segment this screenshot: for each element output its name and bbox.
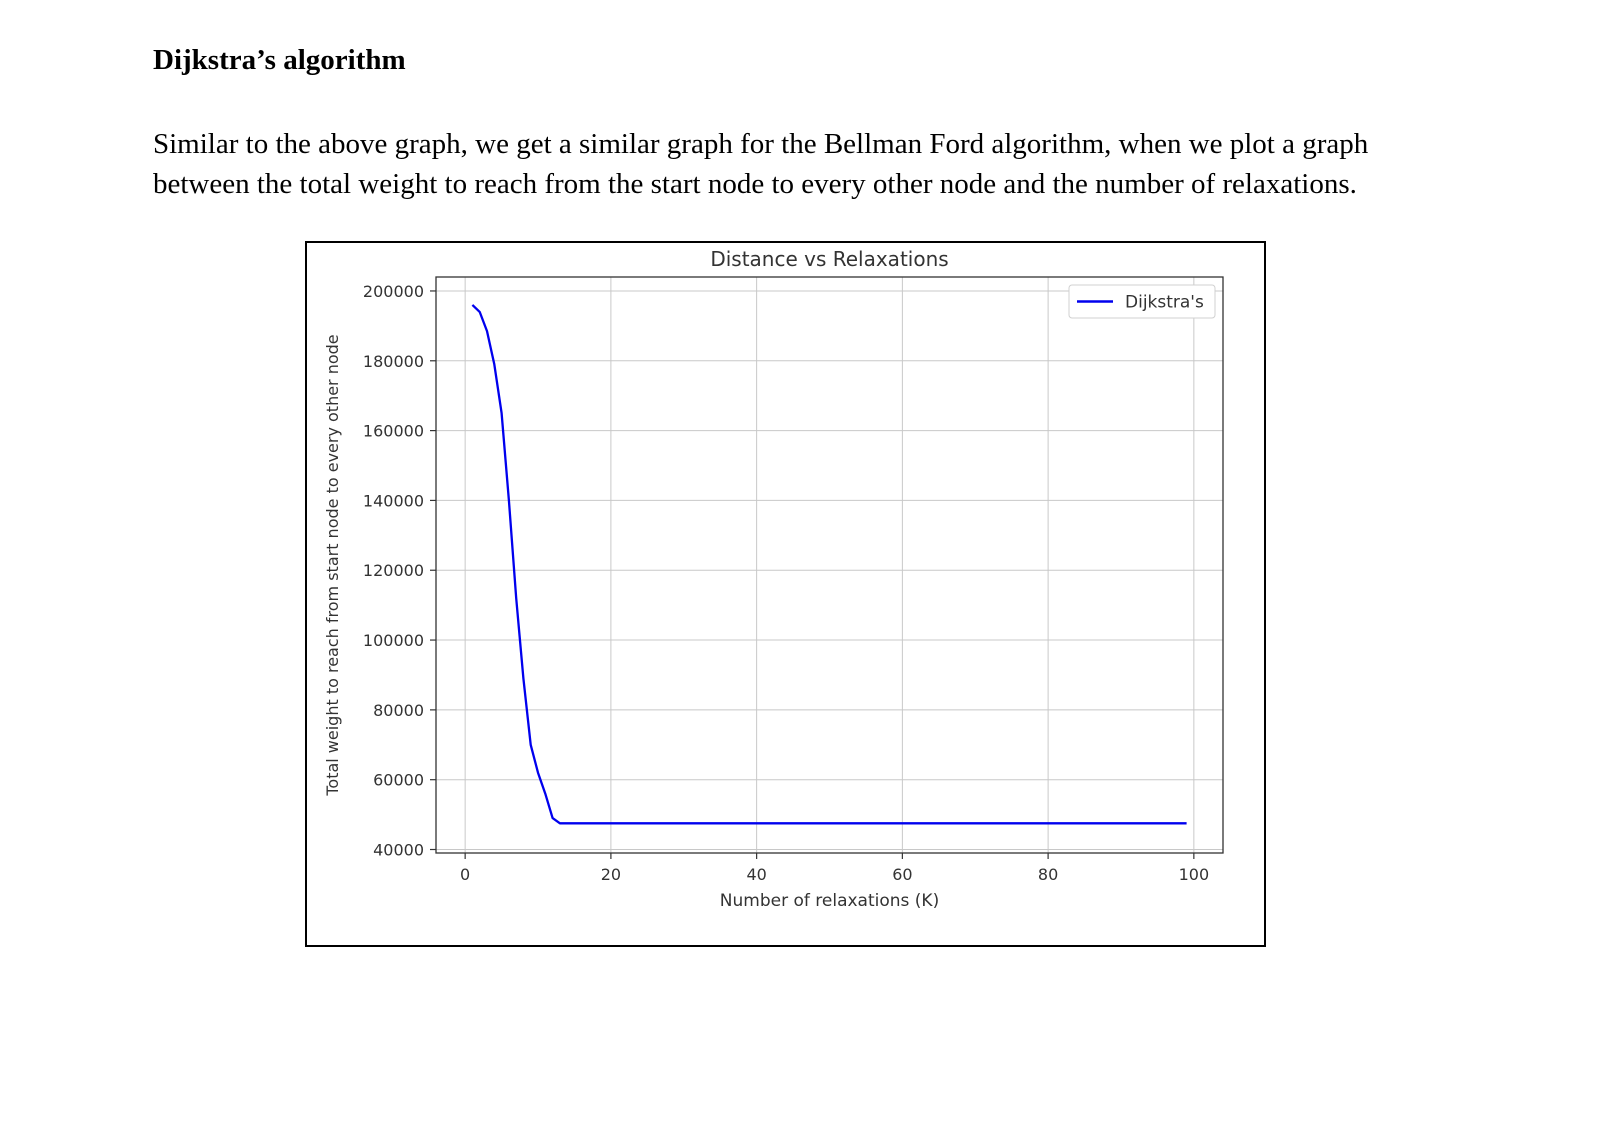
x-tick-label: 20	[601, 865, 621, 884]
x-tick-label: 100	[1179, 865, 1210, 884]
y-tick-label: 100000	[363, 631, 424, 650]
body-paragraph: Similar to the above graph, we get a sim…	[153, 128, 1369, 200]
y-tick-label: 40000	[373, 841, 424, 860]
y-axis-label: Total weight to reach from start node to…	[323, 334, 342, 796]
chart-title: Distance vs Relaxations	[710, 247, 948, 271]
y-tick-label: 200000	[363, 282, 424, 301]
legend-label: Dijkstra's	[1125, 293, 1204, 313]
y-tick-label: 180000	[363, 352, 424, 371]
y-tick-label: 160000	[363, 422, 424, 441]
axis-ticks: 0 20 40 60 80 100 40000 60000 80000 100000 120000 1…	[363, 282, 1209, 884]
chart-figure: 0 20 40 60 80 100 40000 60000 80000 100000 120000 1…	[305, 241, 1266, 947]
plot-area	[435, 276, 1224, 854]
y-tick-label: 120000	[363, 561, 424, 580]
chart-legend: Dijkstra's	[1068, 284, 1216, 319]
x-tick-label: 80	[1038, 865, 1058, 884]
series-layer	[471, 304, 1187, 825]
y-tick-label: 140000	[363, 491, 424, 510]
y-tick-label: 80000	[373, 701, 424, 720]
grid-lines	[436, 277, 1223, 853]
series-line	[471, 304, 1187, 825]
line-chart: 0 20 40 60 80 100 40000 60000 80000 100000 120000 1…	[323, 247, 1224, 911]
x-axis-label: Number of relaxations (K)	[720, 891, 939, 911]
section-heading: Dijkstra’s algorithm	[153, 44, 406, 76]
x-tick-label: 0	[460, 865, 470, 884]
x-tick-label: 40	[746, 865, 766, 884]
legend-box	[1068, 284, 1216, 319]
y-tick-label: 60000	[373, 771, 424, 790]
x-tick-label: 60	[892, 865, 912, 884]
